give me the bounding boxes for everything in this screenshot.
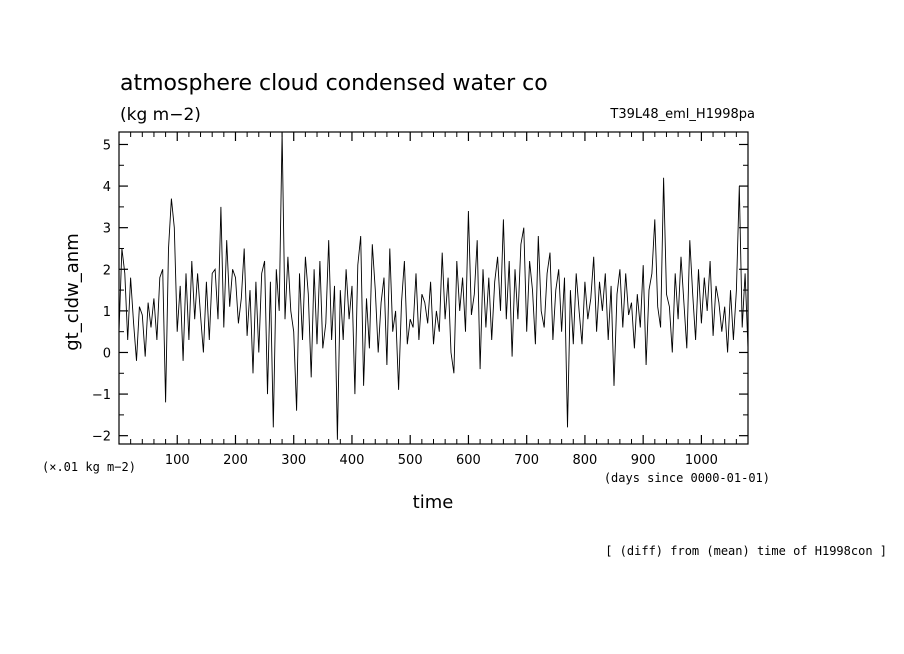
- x-tick-label: 800: [573, 453, 598, 468]
- plot-frame: [118, 131, 749, 445]
- series-line: [118, 131, 749, 440]
- y-tick-label: −1: [92, 388, 111, 403]
- x-tick-label: 700: [514, 453, 539, 468]
- x-tick-label: 600: [456, 453, 481, 468]
- x-tick-label: 100: [165, 453, 190, 468]
- footer-note: [ (diff) from (mean) time of H1998con ]: [605, 544, 887, 558]
- x-tick-label: 900: [631, 453, 656, 468]
- x-tick-label: 200: [223, 453, 248, 468]
- y-scale-label: (×.01 kg m−2): [42, 460, 136, 474]
- y-tick-label: 5: [103, 138, 111, 153]
- x-tick-label: 500: [398, 453, 423, 468]
- y-tick-label: 2: [103, 263, 111, 278]
- y-axis-label: gt_cldw_anm: [62, 233, 83, 351]
- units-label: (kg m−2): [120, 105, 201, 125]
- x-tick-label: 300: [281, 453, 306, 468]
- x-tick-label: 1000: [685, 453, 718, 468]
- y-tick-label: 0: [103, 346, 111, 361]
- chart-title: atmosphere cloud condensed water co: [120, 71, 548, 96]
- x-axis: 100 200 300 400 500 600 700 800 900 1000: [130, 132, 737, 468]
- y-tick-label: 1: [103, 305, 111, 320]
- x-axis-label: time: [413, 492, 454, 513]
- y-tick-label: −2: [92, 430, 111, 445]
- y-tick-label: 3: [103, 222, 111, 237]
- x-tick-label: 400: [340, 453, 365, 468]
- x-units-label: (days since 0000-01-01): [604, 471, 770, 485]
- y-tick-label: 4: [103, 180, 111, 195]
- run-label: T39L48_eml_H1998pa: [609, 107, 755, 122]
